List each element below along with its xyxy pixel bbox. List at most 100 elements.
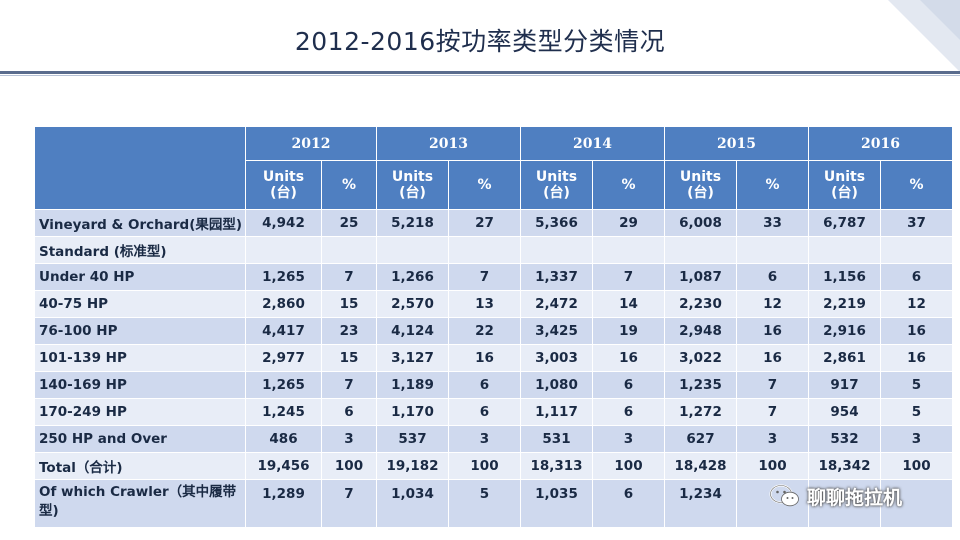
percent-cell: 15 [321, 290, 377, 318]
page-title: 2012-2016按功率类型分类情况 [294, 27, 666, 56]
year-header-2012: 2012 [245, 126, 377, 161]
percent-cell: 3 [448, 425, 521, 453]
units-cell: 1,265 [245, 263, 322, 291]
title-divider-thin [0, 75, 960, 76]
units-header: Units (台) [808, 160, 881, 210]
units-header-label: Units [391, 169, 434, 185]
units-cell [376, 236, 449, 264]
table-row: Of which Crawler（其中履带型) 1,289 7 1,034 5 1,035… [34, 479, 953, 528]
percent-cell [880, 479, 953, 528]
percent-cell: 7 [736, 398, 809, 426]
percent-cell: 12 [736, 290, 809, 318]
percent-cell: 3 [880, 425, 953, 453]
units-cell: 6,008 [664, 209, 737, 237]
units-cell: 19,456 [245, 452, 322, 480]
units-cell: 1,117 [520, 398, 593, 426]
percent-cell: 19 [592, 317, 665, 345]
percent-cell: 3 [321, 425, 377, 453]
units-cell: 2,860 [245, 290, 322, 318]
watermark: 聊聊拖拉机 [769, 482, 902, 510]
table-row: 40-75 HP 2,860 15 2,570 13 2,472 14 2,230 12 2,21… [34, 290, 953, 318]
units-header: Units (台) [520, 160, 593, 210]
units-cell: 4,124 [376, 317, 449, 345]
year-header-row: 2012 2013 2014 2015 2016 [34, 126, 953, 210]
percent-cell: 6 [592, 398, 665, 426]
year-header-2014: 2014 [520, 126, 665, 161]
percent-cell: 6 [448, 371, 521, 399]
percent-cell: 33 [736, 209, 809, 237]
percent-cell [736, 236, 809, 264]
units-cell [245, 236, 322, 264]
units-header-sub: (台) [399, 185, 426, 201]
units-cell: 4,942 [245, 209, 322, 237]
table-row: 76-100 HP 4,417 23 4,124 22 3,425 19 2,948 16 2,9… [34, 317, 953, 345]
percent-cell: 6 [592, 479, 665, 528]
percent-cell: 5 [880, 398, 953, 426]
row-label: Of which Crawler（其中履带型) [34, 479, 246, 528]
units-header-sub: (台) [543, 185, 570, 201]
units-cell: 18,313 [520, 452, 593, 480]
watermark-text: 聊聊拖拉机 [807, 486, 903, 509]
percent-cell: 7 [321, 263, 377, 291]
percent-cell [592, 236, 665, 264]
percent-cell: 16 [880, 317, 953, 345]
units-header: Units (台) [376, 160, 449, 210]
units-cell: 1,170 [376, 398, 449, 426]
percent-cell: 37 [880, 209, 953, 237]
units-cell: 1,034 [376, 479, 449, 528]
percent-cell: 7 [321, 479, 377, 528]
table-row: Vineyard & Orchard(果园型) 4,942 25 5,218 27 5,3… [34, 209, 953, 237]
table-row: 140-169 HP 1,265 7 1,189 6 1,080 6 1,235 7 917 5 [34, 371, 953, 399]
units-cell: 1,337 [520, 263, 593, 291]
units-cell: 5,218 [376, 209, 449, 237]
percent-cell: 100 [448, 452, 521, 480]
percent-cell: 13 [448, 290, 521, 318]
percent-cell: 100 [592, 452, 665, 480]
units-cell: 1,266 [376, 263, 449, 291]
percent-cell: 12 [880, 290, 953, 318]
title-divider [0, 71, 960, 74]
percent-cell: 16 [736, 317, 809, 345]
units-cell: 532 [808, 425, 881, 453]
percent-cell: 100 [880, 452, 953, 480]
percent-cell: 6 [736, 263, 809, 291]
units-cell [808, 479, 881, 528]
units-cell: 1,080 [520, 371, 593, 399]
units-cell: 3,022 [664, 344, 737, 372]
table-row: 101-139 HP 2,977 15 3,127 16 3,003 16 3,022 16 2,… [34, 344, 953, 372]
percent-cell: 14 [592, 290, 665, 318]
units-cell: 1,235 [664, 371, 737, 399]
percent-header: % [736, 160, 809, 210]
percent-cell: 6 [448, 398, 521, 426]
percent-cell: 100 [736, 452, 809, 480]
percent-cell: 25 [321, 209, 377, 237]
units-cell: 2,472 [520, 290, 593, 318]
percent-header: % [592, 160, 665, 210]
units-cell: 3,127 [376, 344, 449, 372]
row-label: 140-169 HP [34, 371, 246, 399]
row-label: 76-100 HP [34, 317, 246, 345]
units-header: Units (台) [245, 160, 322, 210]
units-cell: 1,156 [808, 263, 881, 291]
percent-cell: 3 [592, 425, 665, 453]
percent-cell: 16 [592, 344, 665, 372]
table-row: 170-249 HP 1,245 6 1,170 6 1,117 6 1,272 7 954 5 [34, 398, 953, 426]
percent-cell: 15 [321, 344, 377, 372]
units-header-label: Units [823, 169, 866, 185]
units-cell: 18,428 [664, 452, 737, 480]
row-label: Vineyard & Orchard(果园型) [34, 209, 246, 237]
units-header-sub: (台) [270, 185, 297, 201]
units-cell: 917 [808, 371, 881, 399]
percent-header: % [321, 160, 377, 210]
wechat-icon [769, 484, 799, 507]
units-cell: 486 [245, 425, 322, 453]
percent-cell: 22 [448, 317, 521, 345]
percent-cell [880, 236, 953, 264]
percent-header: % [880, 160, 953, 210]
units-cell: 537 [376, 425, 449, 453]
table-row: Standard (标准型) [34, 236, 953, 264]
row-label: Total（合计) [34, 452, 246, 480]
units-cell: 3,425 [520, 317, 593, 345]
unit-header-row: Units (台)% Units (台)% Units (台)% Units (台)% Unit… [35, 160, 953, 210]
percent-cell: 3 [736, 425, 809, 453]
